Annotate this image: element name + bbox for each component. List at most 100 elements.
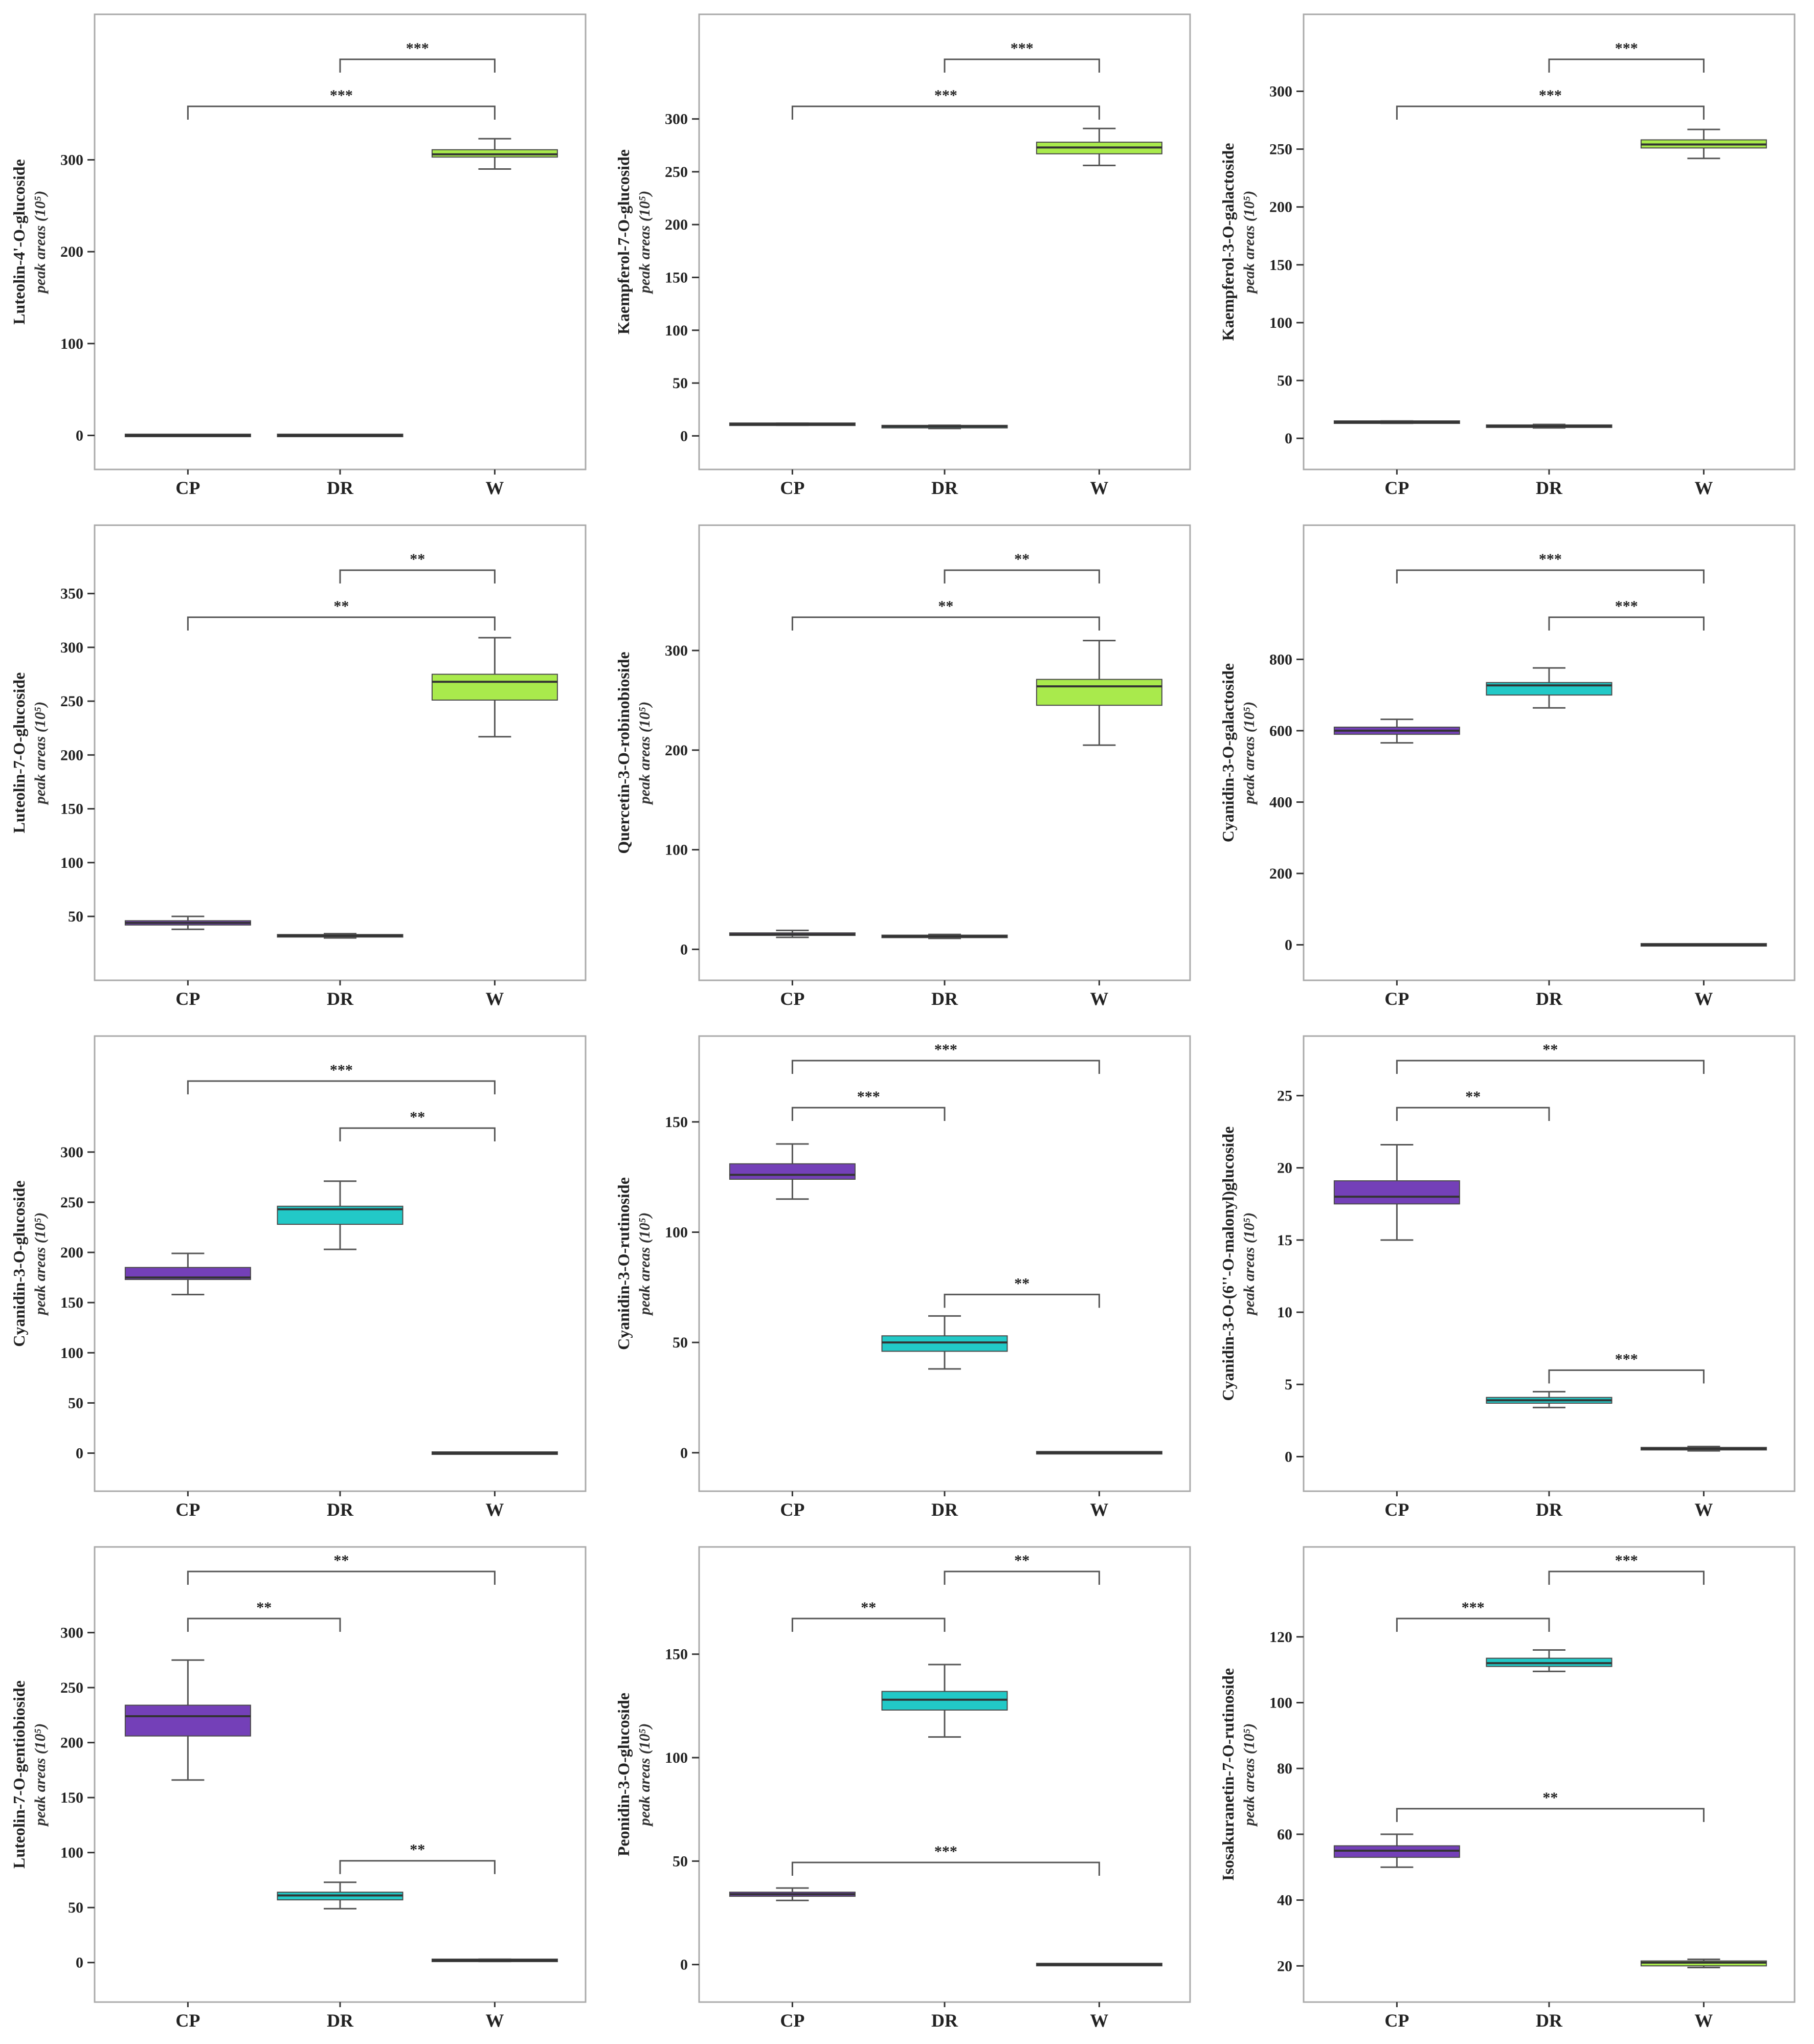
significance-bracket: **: [791, 1599, 946, 1632]
y-axis-subtitle: peak areas (10⁵): [32, 1723, 49, 1827]
box-iqr: [1036, 679, 1162, 706]
x-category-label-w: W: [485, 989, 504, 1009]
significance-bracket: **: [944, 1275, 1100, 1308]
significance-label: **: [938, 598, 953, 615]
x-category-label-dr: DR: [931, 989, 958, 1009]
y-axis-subtitle: peak areas (10⁵): [636, 1723, 653, 1827]
significance-label: ***: [1539, 87, 1562, 104]
y-tick-label: 50: [673, 1334, 688, 1351]
y-tick-label: 50: [68, 908, 83, 925]
x-category-label-w: W: [1694, 1499, 1713, 1520]
box-cp: [729, 929, 856, 938]
x-category-label-w: W: [1090, 1499, 1108, 1520]
significance-bracket: **: [1396, 1789, 1705, 1822]
significance-label: **: [861, 1599, 876, 1616]
box-iqr: [431, 673, 558, 701]
y-tick-label: 200: [1269, 199, 1292, 216]
plot-frame: [94, 1035, 587, 1492]
y-tick-label: 100: [60, 1845, 83, 1861]
significance-bracket: ***: [1548, 1351, 1705, 1384]
y-tick-label: 20: [1277, 1958, 1292, 1974]
significance-label: ***: [934, 1041, 957, 1058]
y-axis-subtitle: peak areas (10⁵): [1241, 702, 1258, 805]
significance-bracket: **: [944, 1552, 1100, 1585]
y-tick-label: 200: [665, 216, 688, 233]
x-category-label-cp: CP: [175, 1499, 200, 1520]
y-axis-title: Cyanidin-3-O-(6''-O-malonyl)glucoside: [1219, 1127, 1237, 1401]
y-tick-label: 200: [60, 1735, 83, 1751]
significance-bracket: **: [1396, 1088, 1550, 1121]
significance-label: ***: [1011, 40, 1034, 57]
box-w: [1640, 943, 1767, 947]
y-tick-label: 100: [60, 1344, 83, 1361]
y-tick-label: 300: [60, 639, 83, 656]
significance-bracket: ***: [1548, 598, 1705, 631]
y-tick-label: 250: [60, 1194, 83, 1211]
significance-label: **: [410, 1841, 425, 1858]
y-axis-title: Luteolin-4'-O-glucoside: [10, 159, 28, 325]
significance-label: ***: [1615, 40, 1638, 57]
y-tick-label: 150: [60, 1789, 83, 1806]
box-dr: [277, 1881, 404, 1910]
significance-label: ***: [857, 1088, 880, 1105]
significance-label: **: [333, 598, 349, 615]
significance-label: **: [1542, 1041, 1558, 1058]
x-category-label-dr: DR: [1536, 1499, 1563, 1520]
x-category-label-cp: CP: [780, 2010, 804, 2031]
significance-bracket: ***: [187, 1062, 496, 1094]
significance-bracket: **: [339, 551, 496, 583]
chart-panel-5: 0 100 200 300 Quercetin-3-O-robinobioside pea…: [614, 524, 1191, 1009]
y-tick-label: 300: [1269, 83, 1292, 100]
y-tick-label: 250: [665, 164, 688, 181]
significance-label: **: [333, 1552, 349, 1569]
x-category-label-cp: CP: [780, 989, 804, 1009]
x-category-label-cp: CP: [1384, 2010, 1409, 2031]
x-category-label-w: W: [1694, 989, 1713, 1009]
y-tick-label: 0: [680, 1957, 688, 1973]
box-dr: [277, 1180, 404, 1250]
x-category-label-dr: DR: [931, 1499, 958, 1520]
x-category-label-dr: DR: [1536, 2010, 1563, 2031]
y-tick-label: 300: [60, 1625, 83, 1642]
box-dr: [1486, 1390, 1613, 1408]
y-tick-label: 300: [60, 152, 83, 169]
y-tick-label: 250: [1269, 141, 1292, 158]
box-w: [1036, 1963, 1162, 1967]
box-cp: [1333, 1143, 1460, 1241]
box-cp: [1333, 718, 1460, 744]
y-tick-label: 150: [60, 1294, 83, 1311]
y-tick-label: 0: [680, 941, 688, 958]
y-tick-label: 120: [1269, 1629, 1292, 1646]
y-tick-label: 100: [665, 1749, 688, 1766]
x-category-label-w: W: [1090, 478, 1108, 498]
box-iqr: [1333, 1180, 1460, 1205]
x-category-label-cp: CP: [175, 478, 200, 498]
y-tick-label: 80: [1277, 1760, 1292, 1777]
significance-bracket: ***: [791, 1088, 946, 1121]
significance-label: ***: [406, 40, 429, 57]
y-axis-title: Quercetin-3-O-robinobioside: [614, 652, 633, 853]
y-tick-label: 250: [60, 1679, 83, 1696]
y-tick-label: 0: [680, 428, 688, 444]
significance-label: **: [1014, 1552, 1029, 1569]
plot-frame: [1303, 1035, 1796, 1492]
y-tick-label: 300: [60, 1144, 83, 1161]
significance-bracket: **: [791, 598, 1100, 631]
significance-bracket: ***: [791, 1843, 1100, 1876]
y-tick-label: 150: [665, 1114, 688, 1131]
y-axis-subtitle: peak areas (10⁵): [1241, 191, 1258, 295]
y-axis-title: Kaempferol-7-O-glucoside: [614, 149, 633, 334]
y-tick-label: 800: [1269, 651, 1292, 668]
box-dr: [1486, 1649, 1613, 1672]
y-axis-subtitle: peak areas (10⁵): [1241, 1723, 1258, 1827]
box-cp: [124, 1659, 251, 1781]
significance-label: ***: [1615, 1552, 1638, 1569]
y-tick-label: 300: [665, 642, 688, 659]
significance-bracket: ***: [944, 40, 1100, 73]
significance-label: **: [1542, 1789, 1558, 1806]
y-tick-label: 100: [1269, 315, 1292, 331]
y-tick-label: 25: [1277, 1087, 1292, 1104]
box-cp: [1333, 1833, 1460, 1868]
y-tick-label: 0: [680, 1445, 688, 1462]
y-tick-label: 150: [665, 269, 688, 286]
